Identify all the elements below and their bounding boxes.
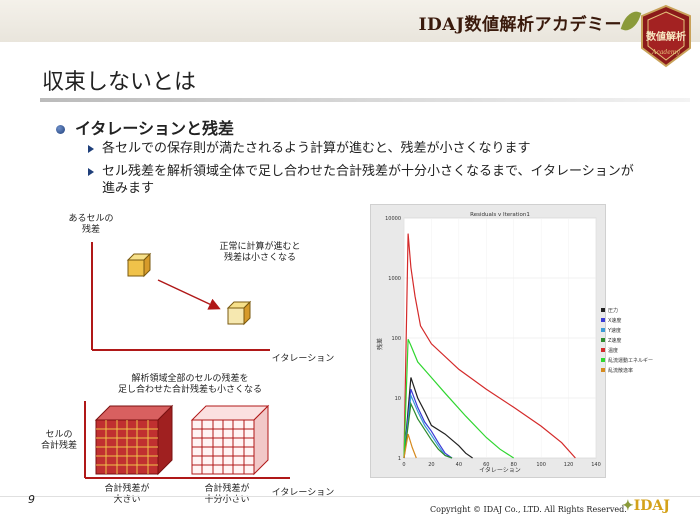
x-tick-label: 120 <box>564 462 574 468</box>
legend-label: 圧力 <box>608 307 618 314</box>
total-residual-note: 解析領域全部のセルの残差を 足し合わせた合計残差も小さくなる <box>100 374 280 396</box>
sub-bullet-1: 各セルでの保存則が満たされるよう計算が進むと、残差が小さくなります <box>88 140 648 157</box>
residual-chart: 1 10 100 1000 10000 0 20 40 60 80 100 120 140 圧力 X速度… <box>376 212 653 474</box>
normal-progress-note-line1: 正常に計算が進むと <box>219 242 301 252</box>
x-tick-label: 60 <box>483 462 489 468</box>
y-tick-label: 100 <box>391 336 401 342</box>
legend-swatch <box>601 338 605 342</box>
legend-label: X速度 <box>608 317 621 324</box>
normal-progress-note-line2: 残差は小さくなる <box>223 253 296 263</box>
legend-swatch <box>601 308 605 312</box>
total-residual-ylabel-line2: 合計残差 <box>40 441 77 451</box>
series-line <box>403 388 453 459</box>
legend-label: 乱流散逸率 <box>608 367 633 374</box>
chart-title: Residuals v Iteration1 <box>470 212 530 218</box>
small-residual-label-line1: 合計残差が <box>204 484 250 494</box>
page-title: 収束しないとは <box>42 70 197 95</box>
legend-label: Y速度 <box>607 327 621 334</box>
total-residual-note-line2: 足し合わせた合計残差も小さくなる <box>117 385 262 395</box>
total-residual-ylabel-line1: セルの <box>45 430 73 440</box>
legend-label: 乱流運動エネルギー <box>608 357 653 364</box>
large-residual-label: 合計残差が 大きい <box>92 484 162 506</box>
cube-small-icon <box>226 300 252 326</box>
small-residual-label: 合計残差が 十分小さい <box>192 484 262 506</box>
series-line <box>403 377 473 459</box>
footer-logo-mark-icon: ✦ <box>622 498 634 514</box>
badge-text: 数値解析 <box>646 30 686 43</box>
x-tick-label: 0 <box>402 462 405 468</box>
cell-residual-ylabel: あるセルの 残差 <box>66 214 116 236</box>
academy-badge-icon: 数値解析 Academy <box>641 4 691 68</box>
badge-subtext: Academy <box>651 49 680 56</box>
cell-residual-xlabel: イタレーション <box>271 354 335 364</box>
series-line <box>403 401 453 459</box>
triangle-bullet-icon <box>88 167 94 176</box>
main-bullet-text: イタレーションと残差 <box>75 119 235 138</box>
legend-swatch <box>601 318 605 322</box>
legend-swatch <box>601 348 605 352</box>
decrease-arrow <box>157 279 221 310</box>
legend-label: Z速度 <box>608 337 621 344</box>
header-band <box>0 0 700 42</box>
cell-residual-ylabel-line1: あるセルの <box>68 214 114 224</box>
legend-swatch <box>601 368 605 372</box>
series-line <box>403 339 515 459</box>
chart-xlabel: イタレーション <box>479 466 521 474</box>
main-bullet: イタレーションと残差 <box>56 115 234 139</box>
sub-bullet-2-text: セル残差を解析領域全体で足し合わせた合計残差が十分小さくなるまで、イタレーション… <box>102 164 634 196</box>
series-line <box>403 233 576 459</box>
triangle-bullet-icon <box>88 144 94 153</box>
cell-residual-diagram <box>91 242 270 351</box>
large-residual-label-line2: 大きい <box>113 495 141 505</box>
cube-grid-small-icon <box>190 404 270 476</box>
legend-label: 温度 <box>608 347 618 354</box>
total-residual-xlabel: イタレーション <box>271 488 335 498</box>
large-residual-label-line1: 合計残差が <box>104 484 150 494</box>
series-line <box>403 433 417 459</box>
sub-bullet-2: セル残差を解析領域全体で足し合わせた合計残差が十分小さくなるまで、イタレーション… <box>88 163 642 197</box>
footer-logo-text: IDAJ <box>633 498 670 514</box>
small-residual-label-line2: 十分小さい <box>204 495 250 505</box>
cube-large-icon <box>126 252 152 278</box>
brand-title: IDAJ数値解析アカデミー <box>418 15 622 35</box>
footer-rule <box>0 496 700 497</box>
y-tick-label: 1000 <box>388 276 401 282</box>
sub-bullet-1-text: 各セルでの保存則が満たされるよう計算が進むと、残差が小さくなります <box>102 141 531 156</box>
x-tick-label: 100 <box>536 462 546 468</box>
total-residual-ylabel: セルの 合計残差 <box>34 430 84 452</box>
footer-logo: ✦IDAJ <box>622 498 670 514</box>
legend-swatch <box>601 358 605 362</box>
legend-swatch <box>601 328 605 332</box>
x-tick-label: 80 <box>511 462 517 468</box>
y-tick-label: 1 <box>398 456 401 462</box>
normal-progress-note: 正常に計算が進むと 残差は小さくなる <box>210 242 310 264</box>
total-residual-note-line1: 解析領域全部のセルの残差を <box>131 374 249 384</box>
bullet-dot-icon <box>56 125 65 134</box>
x-tick-label: 20 <box>428 462 434 468</box>
cube-grid-large-icon <box>94 404 174 476</box>
y-tick-label: 10000 <box>385 216 401 222</box>
x-tick-label: 40 <box>456 462 462 468</box>
chart-ylabel: 残差 <box>376 338 384 350</box>
cell-residual-ylabel-line2: 残差 <box>81 225 100 235</box>
y-tick-label: 10 <box>395 396 401 402</box>
total-residual-diagram <box>84 401 290 479</box>
copyright-text: Copyright © IDAJ Co., LTD. All Rights Re… <box>430 505 627 514</box>
page-number: 9 <box>28 493 35 506</box>
title-underline <box>40 98 690 102</box>
x-tick-label: 140 <box>591 462 601 468</box>
